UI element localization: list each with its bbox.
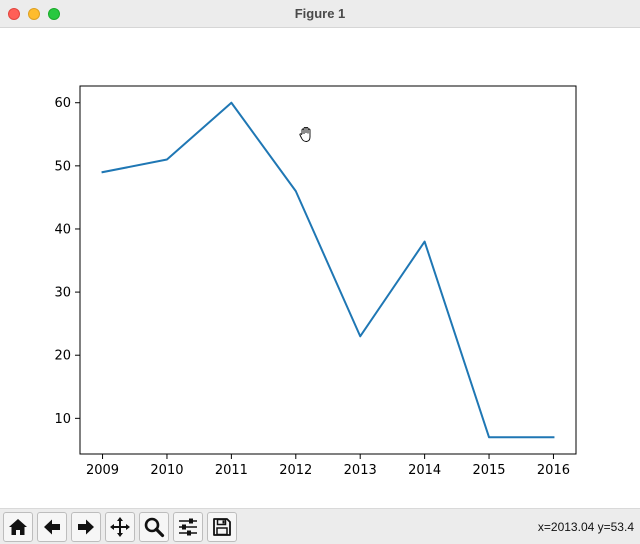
x-tick-label: 2010	[150, 463, 183, 478]
pan-hand-cursor-icon	[299, 127, 311, 142]
maximize-window-button[interactable]	[48, 8, 60, 20]
arrow-left-icon	[44, 519, 60, 535]
y-tick-label: 40	[54, 222, 71, 237]
x-tick-label: 2013	[344, 463, 377, 478]
x-tick-label: 2014	[408, 463, 441, 478]
cursor-coordinates-readout: x=2013.04 y=53.4	[537, 520, 634, 534]
y-tick-label: 30	[54, 286, 71, 301]
x-tick-label: 2012	[279, 463, 312, 478]
forward-button[interactable]	[71, 512, 101, 542]
home-button[interactable]	[3, 512, 33, 542]
zoom-button[interactable]	[139, 512, 169, 542]
line-chart: 2009 2010 2011 2012 2013 2014 2015 2016 10 20 30 40…	[54, 85, 577, 478]
close-window-button[interactable]	[8, 8, 20, 20]
figure-canvas[interactable]: 2009 2010 2011 2012 2013 2014 2015 2016 10 20 30 40…	[0, 28, 640, 508]
home-icon	[9, 519, 27, 535]
title-bar: Figure 1	[0, 0, 640, 28]
navigation-toolbar: x=2013.04 y=53.4	[0, 508, 640, 544]
x-tick-label: 2009	[86, 463, 119, 478]
back-button[interactable]	[37, 512, 67, 542]
y-tick-label: 50	[54, 159, 71, 174]
window-title: Figure 1	[294, 6, 346, 21]
configure-subplots-button[interactable]	[173, 512, 203, 542]
y-tick-label: 60	[54, 96, 71, 111]
x-tick-label: 2016	[537, 463, 570, 478]
arrow-right-icon	[78, 519, 94, 535]
x-tick-label: 2015	[472, 463, 505, 478]
move-icon	[110, 517, 130, 537]
y-tick-label: 10	[54, 412, 71, 427]
sliders-icon	[179, 518, 197, 536]
pan-button[interactable]	[105, 512, 135, 542]
axes-frame	[79, 85, 577, 455]
x-tick-label: 2011	[215, 463, 248, 478]
magnifier-icon	[144, 517, 165, 538]
y-tick-label: 20	[54, 349, 71, 364]
floppy-disk-icon	[213, 518, 231, 536]
save-button[interactable]	[207, 512, 237, 542]
series-line	[101, 101, 555, 439]
minimize-window-button[interactable]	[28, 8, 40, 20]
